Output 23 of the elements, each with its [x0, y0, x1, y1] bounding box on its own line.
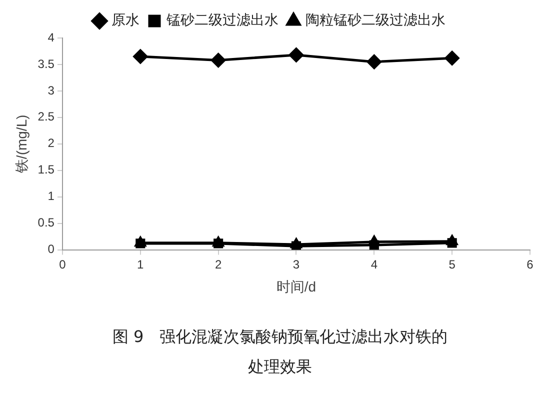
x-tick-label: 1 — [137, 257, 144, 272]
y-tick-label: 3.5 — [38, 56, 55, 71]
y-tick-label: 1.5 — [38, 162, 55, 177]
y-tick-label: 2 — [48, 136, 55, 150]
x-tick-label: 3 — [292, 257, 300, 272]
x-tick-label: 2 — [214, 257, 222, 272]
y-tick-label: 0.5 — [38, 216, 55, 230]
y-tick-label: 1 — [48, 189, 55, 204]
x-axis-title: 时间/d — [276, 278, 316, 294]
x-tick-label: 5 — [448, 257, 456, 272]
legend-label: 陶粒锰砂二级过滤出水 — [306, 12, 446, 29]
y-tick-label: 4 — [48, 30, 55, 44]
x-tick-label: 4 — [370, 257, 378, 272]
y-tick-label: 3 — [48, 83, 55, 98]
legend-label: 锰砂二级过滤出水 — [166, 12, 278, 29]
y-tick-label: 2.5 — [38, 110, 55, 124]
y-tick-label: 0 — [48, 242, 55, 256]
legend-label: 原水 — [112, 12, 140, 29]
caption: 图 9 强化混凝次氯酸钠预氧化过滤出水对铁的 — [111, 326, 449, 348]
x-tick-label: 6 — [526, 257, 534, 272]
y-axis-title: 铁/(mg/L) — [13, 114, 30, 174]
x-tick-label: 0 — [59, 257, 66, 272]
text: 处理效果 — [247, 356, 313, 378]
